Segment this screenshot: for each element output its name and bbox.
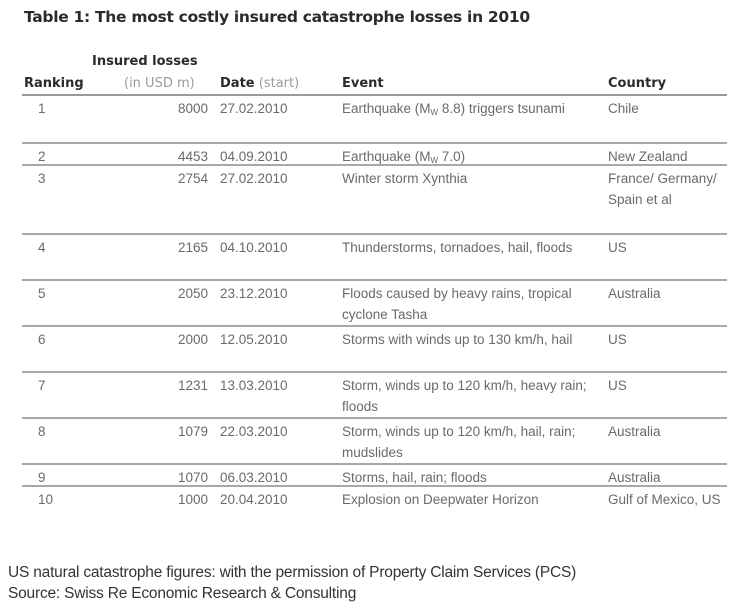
header-losses-unit: (in USD m) [124, 76, 195, 91]
cell-date: 20.04.2010 [220, 492, 288, 507]
cell-country: France/ Germany/ Spain et al [608, 171, 717, 207]
cell-country: Australia [608, 470, 661, 485]
header-country: Country [608, 76, 667, 91]
cell-insured-loss: 2050 [177, 286, 208, 301]
cell-country: Australia [608, 424, 661, 439]
cell-date: 27.02.2010 [220, 171, 288, 186]
table-row: 2 4453 04.09.2010 Earthquake (MW 7.0) New Ze… [22, 144, 727, 166]
cell-date: 04.10.2010 [220, 240, 288, 255]
table-header: Ranking Insured losses (in USD m) Date (… [22, 52, 727, 96]
table-row: 8 1079 22.03.2010 Storm, winds up to 120 km… [22, 419, 727, 465]
cell-ranking: 4 [38, 240, 46, 255]
table-row: 5 2050 23.12.2010 Floods caused by heavy ra… [22, 281, 727, 327]
cell-ranking: 2 [38, 149, 46, 164]
table-row: 7 1231 13.03.2010 Storm, winds up to 120 km… [22, 373, 727, 419]
cell-ranking: 1 [38, 101, 46, 116]
cell-date: 06.03.2010 [220, 470, 288, 485]
cell-event: Explosion on Deepwater Horizon [342, 492, 539, 507]
cell-event: Storms with winds up to 130 km/h, hail [342, 332, 573, 347]
header-event: Event [342, 76, 384, 91]
cell-country: Chile [608, 101, 639, 116]
cell-date: 13.03.2010 [220, 378, 288, 393]
cell-insured-loss: 2165 [177, 240, 208, 255]
cell-event: Storm, winds up to 120 km/h, heavy rain;… [342, 378, 587, 414]
table-row: 3 2754 27.02.2010 Winter storm Xynthia Franc… [22, 166, 727, 235]
cell-date: 04.09.2010 [220, 149, 288, 164]
cell-insured-loss: 1231 [177, 378, 208, 393]
cell-ranking: 8 [38, 424, 46, 439]
table-row: 6 2000 12.05.2010 Storms with winds up to 1… [22, 327, 727, 373]
cell-insured-loss: 1079 [177, 424, 208, 439]
cell-country: US [608, 240, 627, 255]
cell-insured-loss: 2000 [177, 332, 208, 347]
cell-event: Earthquake (MW 8.8) triggers tsunami [342, 101, 565, 117]
cell-ranking: 3 [38, 171, 46, 186]
cell-ranking: 6 [38, 332, 46, 347]
cell-event: Storm, winds up to 120 km/h, hail, rain;… [342, 424, 576, 460]
cell-date: 27.02.2010 [220, 101, 288, 116]
catastrophe-losses-table: Ranking Insured losses (in USD m) Date (… [22, 52, 727, 533]
cell-date: 12.05.2010 [220, 332, 288, 347]
cell-insured-loss: 4453 [177, 149, 208, 164]
cell-event: Storms, hail, rain; floods [342, 470, 487, 485]
footer-notes: US natural catastrophe figures: with the… [8, 562, 576, 604]
cell-event: Winter storm Xynthia [342, 171, 468, 186]
header-ranking: Ranking [24, 76, 84, 91]
cell-ranking: 9 [38, 470, 46, 485]
cell-ranking: 7 [38, 378, 46, 393]
table-body: 1 8000 27.02.2010 Earthquake (MW 8.8) trigg… [22, 96, 727, 533]
cell-country: New Zealand [608, 149, 688, 164]
cell-date: 22.03.2010 [220, 424, 288, 439]
table-row: 4 2165 04.10.2010 Thunderstorms, tornadoes,… [22, 235, 727, 281]
cell-country: US [608, 332, 627, 347]
cell-insured-loss: 8000 [177, 101, 208, 116]
cell-country: Gulf of Mexico, US [608, 492, 721, 507]
table-row: 10 1000 20.04.2010 Explosion on Deepwater H… [22, 487, 727, 533]
cell-date: 23.12.2010 [220, 286, 288, 301]
cell-ranking: 5 [38, 286, 46, 301]
header-date: Date (start) [220, 76, 300, 91]
footer-pcs-note: US natural catastrophe figures: with the… [8, 564, 577, 581]
cell-country: Australia [608, 286, 661, 301]
cell-event: Earthquake (MW 7.0) [342, 149, 466, 165]
table-row: 1 8000 27.02.2010 Earthquake (MW 8.8) trigg… [22, 96, 727, 144]
cell-insured-loss: 1000 [177, 492, 208, 507]
cell-insured-loss: 1070 [177, 470, 208, 485]
cell-event: Thunderstorms, tornadoes, hail, floods [342, 240, 573, 255]
footer-source: Source: Swiss Re Economic Research & Con… [8, 585, 357, 602]
cell-ranking: 10 [38, 492, 54, 507]
cell-event: Floods caused by heavy rains, tropical c… [342, 286, 572, 322]
table-row: 9 1070 06.03.2010 Storms, hail, rain; flood… [22, 465, 727, 487]
cell-insured-loss: 2754 [177, 171, 208, 186]
cell-country: US [608, 378, 627, 393]
header-losses-top: Insured losses [92, 54, 198, 69]
table-title: Table 1: The most costly insured catastr… [24, 8, 530, 26]
